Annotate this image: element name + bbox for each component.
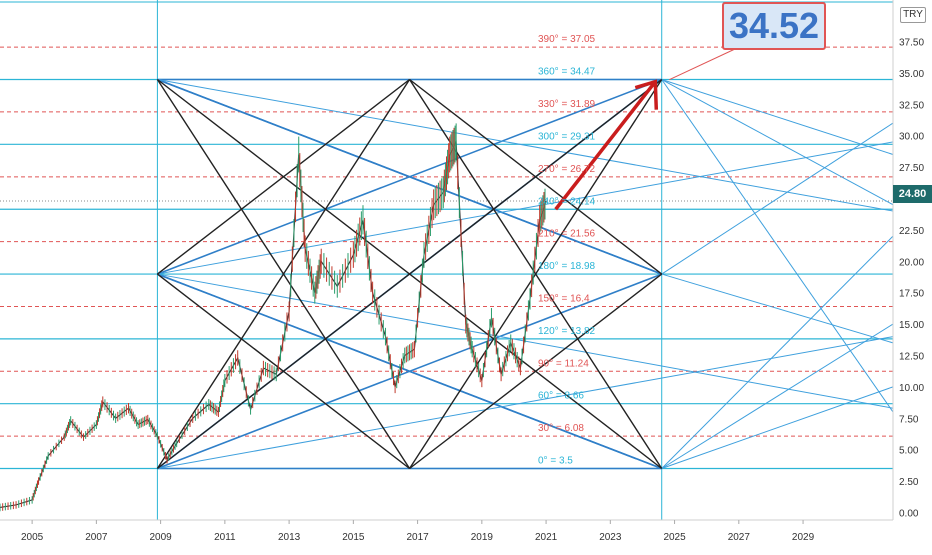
gann-projection-line: [661, 79, 894, 413]
gann-projection-line: [661, 122, 894, 275]
gann-level-label: 30° = 6.08: [538, 423, 584, 434]
y-tick-label: 15.00: [899, 320, 924, 331]
x-tick-label: 2017: [406, 532, 429, 543]
gann-projection-line: [157, 79, 894, 212]
x-tick-label: 2007: [85, 532, 108, 543]
gann-star-line: [409, 273, 663, 470]
x-tick-label: 2005: [21, 532, 44, 543]
gann-star: [156, 78, 663, 470]
plot-background: [0, 0, 893, 520]
axes: 0.00 2.50 5.00 7.50 10.00 12.50 15.00 17.50 20.0…: [0, 0, 924, 543]
target-arrow: [554, 48, 736, 211]
gann-star-line: [409, 78, 663, 275]
gann-fan-line: [157, 273, 663, 470]
gann-level-label: 60° = 8.66: [538, 391, 584, 402]
y-tick-label: 27.50: [899, 163, 924, 174]
price-target-callout[interactable]: 34.52: [722, 2, 826, 50]
x-tick-label: 2027: [728, 532, 751, 543]
gann-fan-line: [157, 78, 663, 275]
target-arrow-head: [634, 79, 659, 110]
callout-pointer: [669, 48, 736, 81]
gann-star-line: [156, 78, 410, 275]
gann-star-line: [156, 79, 411, 469]
y-tick-label: 5.00: [899, 446, 919, 457]
gann-level-label: 270° = 26.72: [538, 164, 596, 175]
x-tick-label: 2013: [278, 532, 301, 543]
gann-level-label: 120° = 13.82: [538, 326, 596, 337]
gann-level-label: 390° = 37.05: [538, 34, 596, 45]
gann-projection-line: [157, 141, 894, 275]
gann-star-line: [156, 273, 410, 470]
y-tick-label: 37.50: [899, 37, 924, 48]
gann-level-label: 360° = 34.47: [538, 67, 596, 78]
currency-badge[interactable]: TRY: [900, 7, 926, 23]
y-tick-label: 20.00: [899, 257, 924, 268]
gann-star-line: [156, 78, 663, 470]
gann-level-label: 180° = 18.98: [538, 261, 596, 272]
y-tick-label: 7.50: [899, 414, 919, 425]
x-tick-label: 2029: [792, 532, 815, 543]
target-arrow-shaft: [554, 80, 657, 211]
gann-level-label: 300° = 29.31: [538, 131, 596, 142]
gann-projection-line: [661, 323, 894, 469]
price-series: [0, 123, 547, 512]
gann-projection-line: [157, 336, 894, 469]
y-tick-label: 30.00: [899, 132, 924, 143]
y-tick-label: 17.50: [899, 289, 924, 300]
x-tick-label: 2011: [214, 532, 236, 543]
x-tick-label: 2015: [342, 532, 365, 543]
gann-projection-line: [661, 273, 894, 344]
gann-level-label: 150° = 16.4: [538, 293, 590, 304]
gann-projection-line: [661, 79, 894, 206]
gann-level-label: 240° = 24.14: [538, 196, 596, 207]
gann-projection-line: [661, 79, 894, 155]
y-tick-label: 0.00: [899, 508, 919, 519]
x-tick-label: 2021: [535, 532, 558, 543]
y-tick-label: 35.00: [899, 69, 924, 80]
current-price-tag: 24.80: [893, 185, 932, 203]
y-tick-label: 22.50: [899, 226, 924, 237]
y-tick-label: 10.00: [899, 383, 924, 394]
y-tick-label: 12.50: [899, 351, 924, 362]
gann-level-label: 330° = 31.89: [538, 99, 596, 110]
x-tick-label: 2009: [149, 532, 172, 543]
gann-level-labels: 0° = 3.5 30° = 6.08 60° = 8.66 90° = 11.24 1…: [538, 34, 596, 466]
y-tick-label: 2.50: [899, 477, 919, 488]
gann-star-line: [408, 79, 663, 469]
gann-level-label: 90° = 11.24: [538, 358, 589, 369]
x-tick-label: 2023: [599, 532, 622, 543]
gann-projection-line: [661, 386, 894, 469]
x-tick-label: 2019: [471, 532, 494, 543]
gann-level-label: 0° = 3.5: [538, 456, 573, 467]
gann-projection-line: [661, 235, 894, 469]
y-tick-label: 32.50: [899, 100, 924, 111]
gann-level-label: 210° = 21.56: [538, 229, 596, 240]
x-tick-label: 2025: [663, 532, 686, 543]
gann-level-lines: [0, 0, 893, 520]
